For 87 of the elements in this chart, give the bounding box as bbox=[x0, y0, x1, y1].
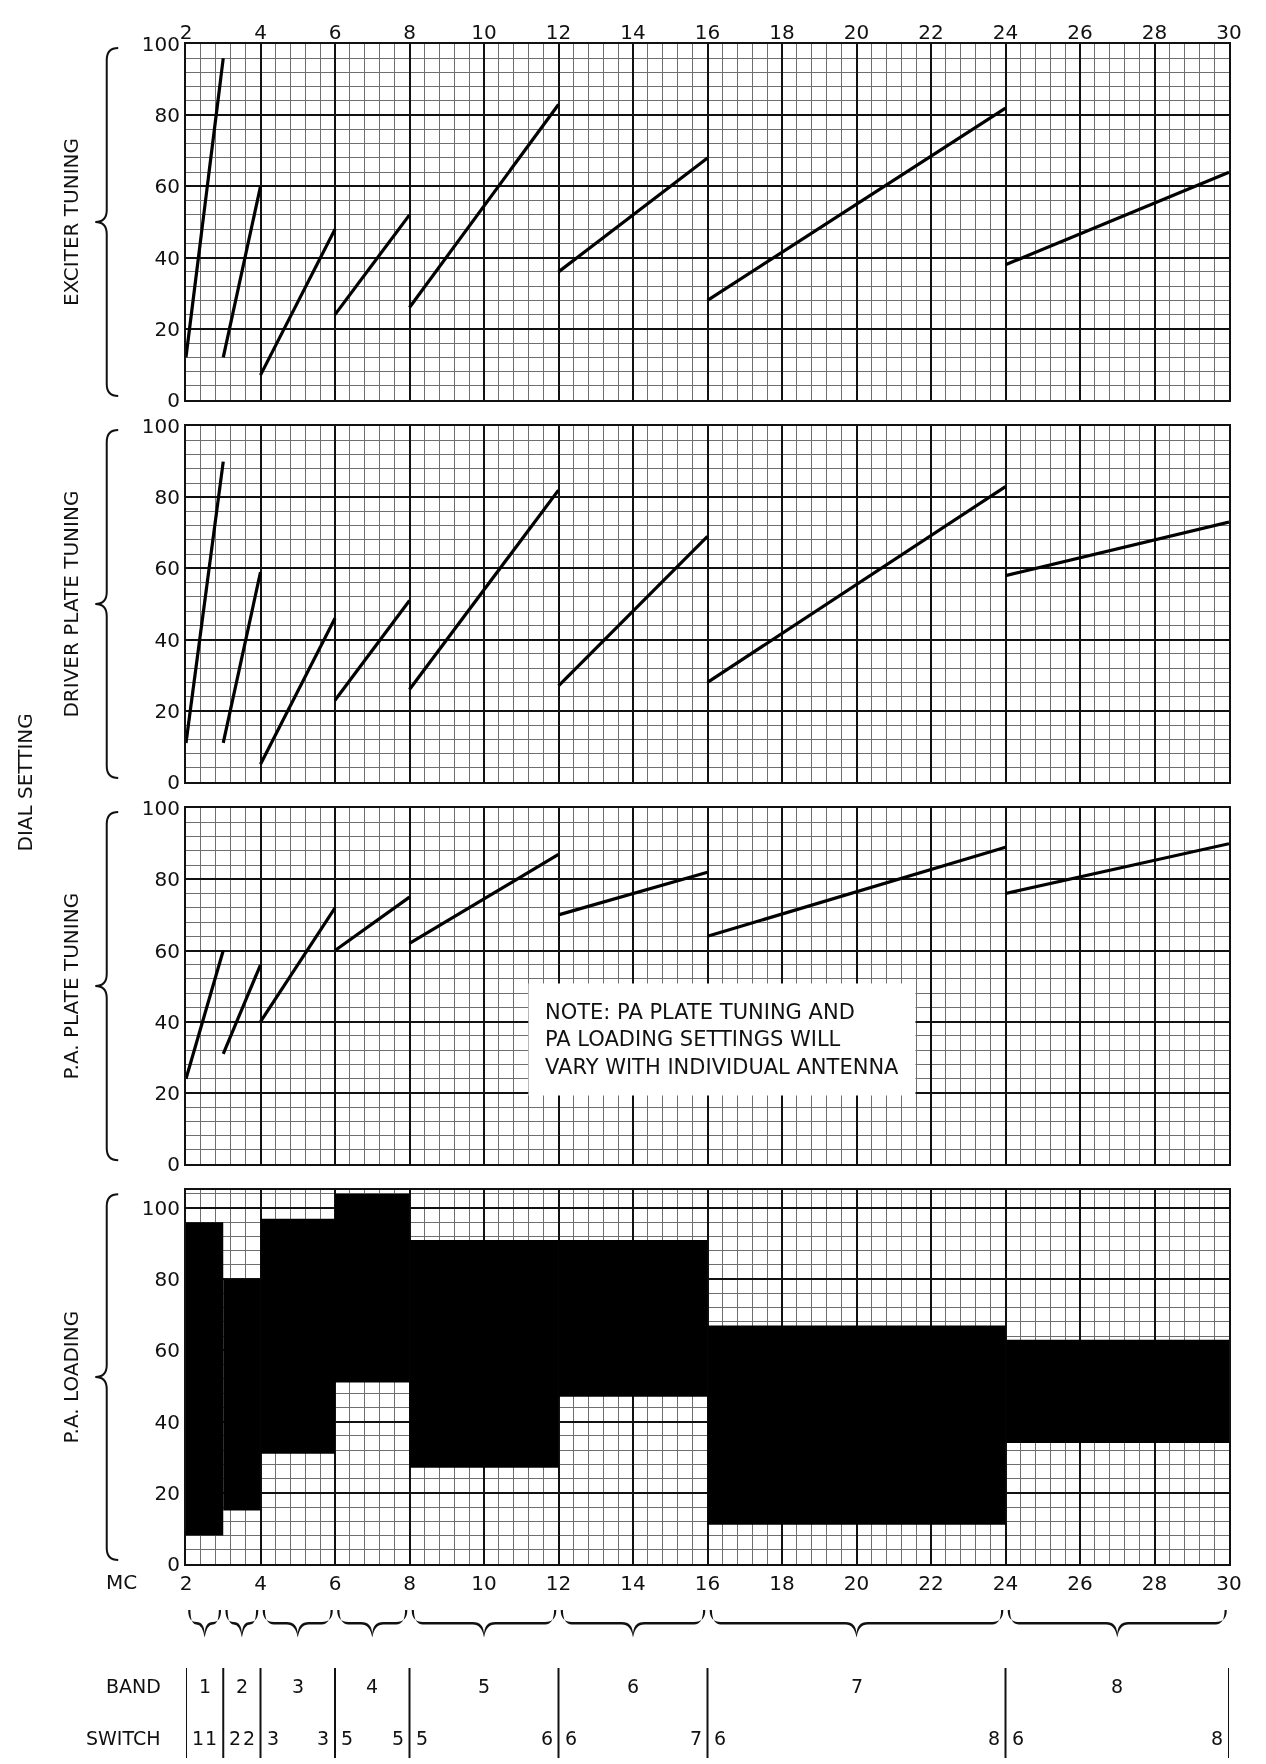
text: 6 bbox=[565, 1727, 578, 1749]
x-tick-label: 28 bbox=[1141, 1571, 1168, 1595]
y-tick-label: 40 bbox=[154, 245, 180, 270]
x-tick-label: 10 bbox=[471, 1571, 497, 1595]
y-tick-label: 60 bbox=[154, 174, 180, 199]
y-tick-label: 0 bbox=[167, 1152, 180, 1177]
text: 1 bbox=[192, 1727, 205, 1749]
y-tick-label: 100 bbox=[141, 32, 180, 56]
x2-tick-label: 30 bbox=[1216, 20, 1242, 44]
text: DIAL SETTING bbox=[13, 713, 38, 852]
text: 1 bbox=[205, 1727, 218, 1749]
x-tick-label: 26 bbox=[1067, 1571, 1093, 1595]
text: 6 bbox=[541, 1727, 554, 1749]
x-tick-label: 18 bbox=[769, 1571, 795, 1595]
text: 5 bbox=[416, 1727, 429, 1749]
x2-tick-label: 2 bbox=[179, 20, 193, 44]
x-tick-label: 30 bbox=[1216, 1571, 1242, 1595]
x2-tick-label: 24 bbox=[992, 20, 1019, 44]
x-tick-label: 20 bbox=[843, 1571, 870, 1595]
text: 5 bbox=[478, 1675, 491, 1697]
x2-tick-label: 4 bbox=[254, 20, 267, 44]
text: 5 bbox=[341, 1727, 354, 1749]
text: 8 bbox=[1111, 1675, 1124, 1697]
text: 2 bbox=[243, 1727, 256, 1749]
y-tick-label: 20 bbox=[154, 698, 180, 723]
text: 1 bbox=[199, 1675, 212, 1697]
annotation: NOTE: PA PLATE TUNING AND PA LOADING SETTINGS WILL VARY WITH INDIVIDUAL ANTENNA bbox=[545, 1000, 900, 1079]
text: 8 bbox=[1211, 1727, 1224, 1749]
y-tick-label: 100 bbox=[141, 414, 180, 439]
y-tick-label: 80 bbox=[154, 867, 180, 892]
x-tick-label: 16 bbox=[694, 1571, 721, 1595]
y-axis-title: DRIVER PLATE TUNING bbox=[58, 490, 83, 718]
x-tick-label: 6 bbox=[328, 1571, 342, 1595]
y-tick-label: 20 bbox=[154, 316, 180, 341]
text: 8 bbox=[988, 1727, 1001, 1749]
text: 3 bbox=[317, 1727, 330, 1749]
y-tick-label: 100 bbox=[141, 1195, 180, 1220]
y-tick-label: 60 bbox=[154, 938, 180, 963]
y-tick-label: 0 bbox=[167, 1552, 180, 1576]
y-tick-label: 80 bbox=[154, 485, 180, 510]
x-tick-label: 8 bbox=[403, 1571, 416, 1595]
x2-tick-label: 12 bbox=[545, 20, 572, 44]
x2-tick-label: 14 bbox=[620, 20, 646, 44]
x2-tick-label: 28 bbox=[1141, 20, 1168, 44]
y-axis-title: P.A. LOADING bbox=[58, 1310, 83, 1444]
y-tick-label: 40 bbox=[154, 1009, 180, 1034]
y-tick-label: 60 bbox=[154, 1338, 180, 1363]
y-tick-label: 0 bbox=[167, 388, 180, 413]
text: 5 bbox=[392, 1727, 405, 1749]
y-tick-label: 80 bbox=[154, 1267, 180, 1292]
x2-tick-label: 20 bbox=[843, 20, 870, 44]
x-tick-label: 12 bbox=[545, 1571, 572, 1595]
x-tick-label: 24 bbox=[992, 1571, 1019, 1595]
text: 6 bbox=[714, 1727, 727, 1749]
x-tick-label: 4 bbox=[254, 1571, 267, 1595]
y-tick-label: 40 bbox=[154, 1409, 180, 1434]
y-tick-label: 20 bbox=[154, 1080, 180, 1105]
text: 4 bbox=[366, 1675, 379, 1697]
y-tick-label: 100 bbox=[141, 796, 180, 821]
x2-tick-label: 26 bbox=[1067, 20, 1093, 44]
x2-tick-label: 18 bbox=[769, 20, 795, 44]
x-axis-title: MC bbox=[106, 1570, 138, 1594]
text: 2 bbox=[236, 1675, 249, 1697]
text: 6 bbox=[627, 1675, 640, 1697]
y-axis-title: EXCITER TUNING bbox=[58, 138, 83, 307]
x2-tick-label: 8 bbox=[403, 20, 416, 44]
y-axis-title: P.A. PLATE TUNING bbox=[58, 892, 83, 1080]
x2-tick-label: 10 bbox=[471, 20, 497, 44]
x-tick-label: 22 bbox=[918, 1571, 944, 1595]
x-tick-label: 14 bbox=[620, 1571, 646, 1595]
text: 7 bbox=[690, 1727, 703, 1749]
y-tick-label: 60 bbox=[154, 556, 180, 581]
text: BAND bbox=[106, 1675, 161, 1697]
text: 2 bbox=[229, 1727, 242, 1749]
y-tick-label: 20 bbox=[154, 1480, 180, 1505]
x2-tick-label: 16 bbox=[694, 20, 721, 44]
text: SWITCH bbox=[86, 1727, 161, 1749]
text: 3 bbox=[267, 1727, 280, 1749]
x-tick-label: 2 bbox=[179, 1571, 193, 1595]
text: 3 bbox=[292, 1675, 305, 1697]
text: 6 bbox=[1012, 1727, 1025, 1749]
x2-tick-label: 22 bbox=[918, 20, 944, 44]
y-tick-label: 0 bbox=[167, 770, 180, 795]
x2-tick-label: 6 bbox=[328, 20, 342, 44]
text: 7 bbox=[851, 1675, 864, 1697]
y-tick-label: 80 bbox=[154, 103, 180, 128]
y-tick-label: 40 bbox=[154, 627, 180, 652]
